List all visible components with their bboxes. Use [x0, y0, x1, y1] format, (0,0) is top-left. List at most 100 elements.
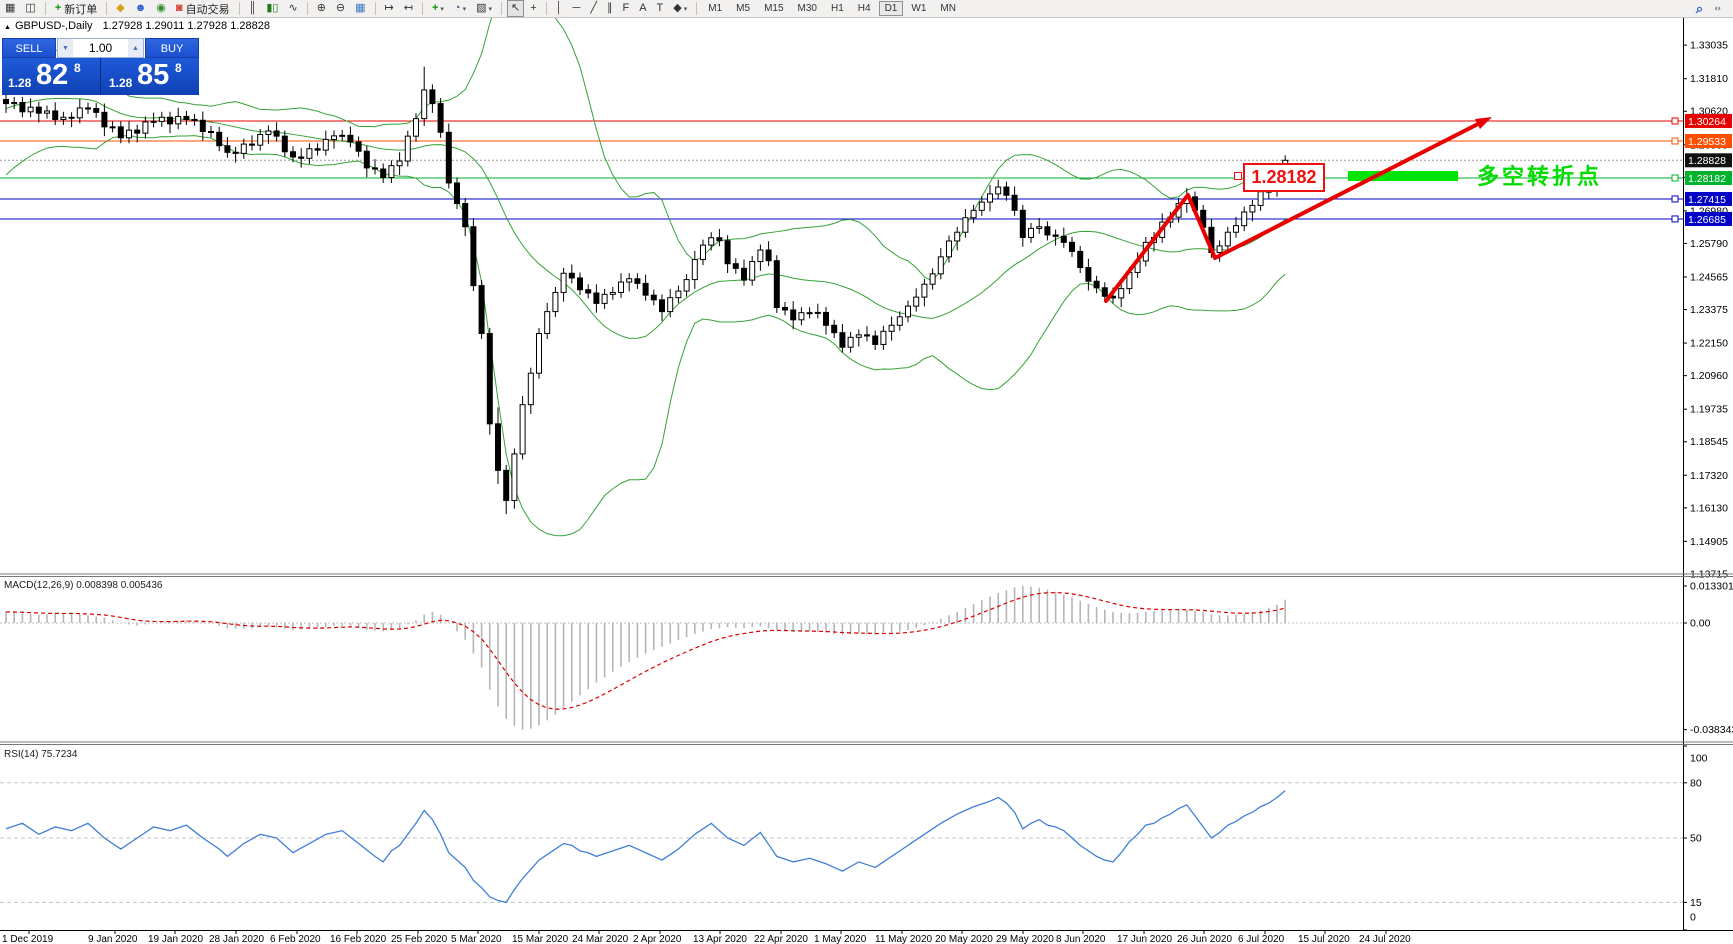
timeframe-W1[interactable]: W1: [911, 3, 927, 14]
timeframe-D1[interactable]: D1: [878, 1, 904, 16]
buy-price-big: 85: [137, 59, 170, 91]
date-axis[interactable]: 1 Dec 2019 9 Jan 2020 19 Jan 2020 28 Jan 20…: [2, 930, 1411, 944]
signals-icon[interactable]: ◉: [152, 0, 170, 17]
annotation-text[interactable]: 多空转折点: [1477, 164, 1603, 189]
svg-text:-0.038343: -0.038343: [1690, 724, 1733, 736]
timeframe-M30[interactable]: M30: [797, 3, 817, 14]
arrows-icon[interactable]: ◆ ▾: [669, 0, 691, 17]
new-chart-icon[interactable]: ▦: [1, 0, 19, 17]
toolbar-separator: [44, 2, 46, 15]
svg-text:0.013301: 0.013301: [1690, 581, 1733, 593]
indicators-icon[interactable]: + ▾: [428, 0, 448, 17]
price-callout-box[interactable]: 1.28182: [1243, 163, 1325, 192]
timeframe-H1[interactable]: H1: [830, 3, 844, 14]
autotrading-button[interactable]: ◙ 自动交易: [172, 0, 234, 17]
sell-price-sup: 8: [74, 61, 81, 75]
svg-text:15 Jul 2020: 15 Jul 2020: [1298, 934, 1350, 944]
svg-text:8 Jun 2020: 8 Jun 2020: [1056, 934, 1106, 944]
arrows-icon-dropdown[interactable]: ▾: [683, 5, 688, 13]
trendline-icon[interactable]: ╱: [586, 0, 601, 17]
ohlc-values: 1.27928 1.29011 1.27928 1.28828: [102, 20, 270, 32]
buy-button[interactable]: BUY: [145, 38, 199, 58]
buy-price-small: 1.28: [109, 76, 133, 90]
toolbar-separator: [545, 2, 547, 15]
new-order-button-label: 新订单: [64, 3, 98, 16]
svg-text:0: 0: [1690, 912, 1696, 924]
fibonacci-icon[interactable]: F: [618, 0, 633, 17]
svg-text:19 Jan 2020: 19 Jan 2020: [148, 934, 203, 944]
quotes-icon-glyph: ◆: [116, 2, 125, 14]
crosshair-icon[interactable]: +: [526, 0, 540, 17]
svg-text:13 Apr 2020: 13 Apr 2020: [693, 934, 747, 944]
buy-price-display[interactable]: 1.28 85 8: [101, 58, 199, 95]
svg-text:1 May 2020: 1 May 2020: [814, 934, 867, 944]
cursor-icon-glyph: ↖: [511, 2, 521, 14]
auto-scroll-icon[interactable]: ↦: [381, 0, 398, 17]
candlestick-chart-icon[interactable]: ▮▯: [262, 0, 282, 17]
market-watch-icon-glyph: ☻: [134, 2, 147, 14]
market-watch-icon[interactable]: ☻: [131, 0, 151, 17]
sell-button[interactable]: SELL: [2, 38, 56, 58]
text-label-icon[interactable]: T: [653, 0, 668, 17]
chart-shift-icon[interactable]: ↤: [400, 0, 417, 17]
svg-text:1.17320: 1.17320: [1690, 470, 1728, 482]
trend-zigzag-arrow[interactable]: [1104, 122, 1480, 303]
search-icon[interactable]: ⌕: [1692, 0, 1707, 17]
macd-pane: [0, 586, 1683, 730]
vertical-line-icon[interactable]: │: [552, 0, 567, 17]
timeframe-M5[interactable]: M5: [736, 3, 751, 14]
svg-text:6 Feb 2020: 6 Feb 2020: [270, 934, 321, 944]
chat-icon[interactable]: ◖◗: [1709, 0, 1724, 17]
callout-anchor-square[interactable]: [1234, 172, 1242, 180]
volume-increase-button[interactable]: ▲: [128, 39, 143, 57]
zoom-out-icon[interactable]: ⊖: [332, 0, 349, 17]
equidistant-channel-icon[interactable]: ∥: [603, 0, 617, 17]
svg-text:50: 50: [1690, 833, 1702, 845]
svg-text:1.31810: 1.31810: [1690, 73, 1728, 85]
equidistant-channel-icon-glyph: ∥: [606, 2, 613, 14]
green-pivot-bar[interactable]: [1348, 171, 1458, 181]
svg-text:25 Feb 2020: 25 Feb 2020: [391, 934, 448, 944]
price-axis[interactable]: 1.330351.318101.306201.293951.282051.269…: [1683, 16, 1733, 931]
svg-text:16 Feb 2020: 16 Feb 2020: [330, 934, 387, 944]
text-icon[interactable]: A: [635, 0, 650, 17]
macd-indicator-label: MACD(12,26,9) 0.008398 0.005436: [4, 580, 162, 591]
signals-icon-glyph: ◉: [156, 2, 166, 14]
line-chart-icon[interactable]: ∿: [284, 0, 301, 17]
periods-icon-dropdown[interactable]: ▾: [462, 5, 467, 13]
svg-text:1 Dec 2019: 1 Dec 2019: [2, 934, 54, 944]
preview-icon-glyph: ◫: [25, 2, 36, 14]
svg-text:100: 100: [1690, 753, 1708, 765]
new-order-button[interactable]: + 新订单: [51, 0, 101, 17]
zoom-in-icon[interactable]: ⊕: [313, 0, 330, 17]
new-chart-icon-glyph: ▦: [5, 2, 16, 14]
toolbar-separator: [306, 2, 308, 15]
indicators-icon-dropdown[interactable]: ▾: [440, 5, 444, 13]
toolbar: ▦ ◫ + 新订单 ◆ ☻ ◉ ◙ 自动交易 ║ ▮▯ ∿ ⊕ ⊖ ▦ ↦ ↤ + ▾ ◔ ▾ ▧ ▾ ↖ + │ ─ ╱ ∥ F A T ◆ ▾…: [0, 0, 1733, 18]
timeframe-M15[interactable]: M15: [764, 3, 784, 14]
volume-decrease-button[interactable]: ▼: [58, 39, 73, 57]
symbol-title-bar[interactable]: ▲ GBPUSD-,Daily 1.27928 1.29011 1.27928 1.…: [4, 20, 270, 32]
svg-text:1.19735: 1.19735: [1690, 404, 1728, 416]
toolbar-separator: [374, 2, 376, 15]
tile-windows-icon[interactable]: ▦: [351, 0, 369, 17]
macd-value-1: 0.008398: [76, 580, 118, 591]
templates-icon[interactable]: ▧ ▾: [472, 0, 496, 17]
quotes-icon[interactable]: ◆: [112, 0, 128, 17]
volume-input[interactable]: [73, 39, 128, 57]
preview-icon[interactable]: ◫: [21, 0, 39, 17]
timeframe-MN[interactable]: MN: [940, 3, 956, 14]
search-icon-glyph: ⌕: [1695, 1, 1704, 16]
collapse-icon[interactable]: ▲: [4, 24, 11, 31]
svg-text:24 Mar 2020: 24 Mar 2020: [572, 934, 629, 944]
bar-chart-icon[interactable]: ║: [245, 0, 261, 17]
indicators-icon-glyph: +: [431, 2, 439, 14]
timeframe-H4[interactable]: H4: [857, 3, 871, 14]
periods-icon[interactable]: ◔ ▾: [450, 0, 470, 17]
horizontal-line-icon[interactable]: ─: [569, 0, 585, 17]
sell-price-display[interactable]: 1.28 82 8: [2, 58, 101, 95]
cursor-icon[interactable]: ↖: [507, 0, 525, 17]
templates-icon-dropdown[interactable]: ▾: [488, 5, 493, 13]
timeframe-M1[interactable]: M1: [708, 3, 723, 14]
